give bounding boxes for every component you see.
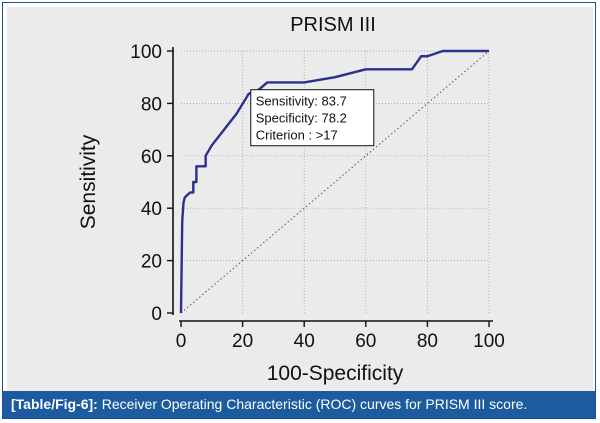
y-tick-label: 60 xyxy=(141,147,162,168)
y-tick-label: 80 xyxy=(141,94,162,115)
y-tick-label: 20 xyxy=(141,252,162,273)
x-tick-label: 20 xyxy=(232,331,253,352)
y-tick-label: 0 xyxy=(151,304,162,325)
x-tick-label: 100 xyxy=(473,331,505,352)
x-tick-label: 40 xyxy=(294,331,315,352)
x-tick-label: 60 xyxy=(355,331,376,352)
x-tick-label: 80 xyxy=(417,331,438,352)
chart-panel: PRISM III 0 20 40 60 80 100 0 20 40 60 80 100 100-S… xyxy=(7,7,593,391)
figure-caption: [Table/Fig-6]: Receiver Operating Charac… xyxy=(3,391,595,418)
roc-chart: PRISM III 0 20 40 60 80 100 0 20 40 60 80 100 100-S… xyxy=(77,14,505,385)
annotation-box-frame xyxy=(250,89,375,147)
figure-frame: PRISM III 0 20 40 60 80 100 0 20 40 60 80 100 100-S… xyxy=(2,2,596,419)
caption-label: [Table/Fig-6]: xyxy=(11,396,98,412)
tick-layer: 0 20 40 60 80 100 0 20 40 60 80 100 xyxy=(130,42,505,352)
roc-curve-line xyxy=(179,49,489,314)
annotation-specificity: Specificity: 78.2 xyxy=(256,111,347,126)
y-tick-label: 100 xyxy=(130,42,162,63)
axes-layer xyxy=(172,47,493,322)
caption-text: Receiver Operating Characteristic (ROC) … xyxy=(101,396,528,412)
x-tick-label: 0 xyxy=(176,331,187,352)
annotation-criterion: Criterion : >17 xyxy=(256,128,338,143)
x-axis-title: 100-Specificity xyxy=(267,362,404,385)
annotation-sensitivity: Sensitivity: 83.7 xyxy=(256,94,347,109)
reference-diagonal-line xyxy=(180,50,490,314)
annotation-box: Sensitivity: 83.7 Specificity: 78.2 Crit… xyxy=(250,89,375,147)
y-tick-label: 40 xyxy=(141,199,162,220)
chart-title: PRISM III xyxy=(290,14,376,36)
y-axis-title: Sensitivity xyxy=(77,134,100,229)
